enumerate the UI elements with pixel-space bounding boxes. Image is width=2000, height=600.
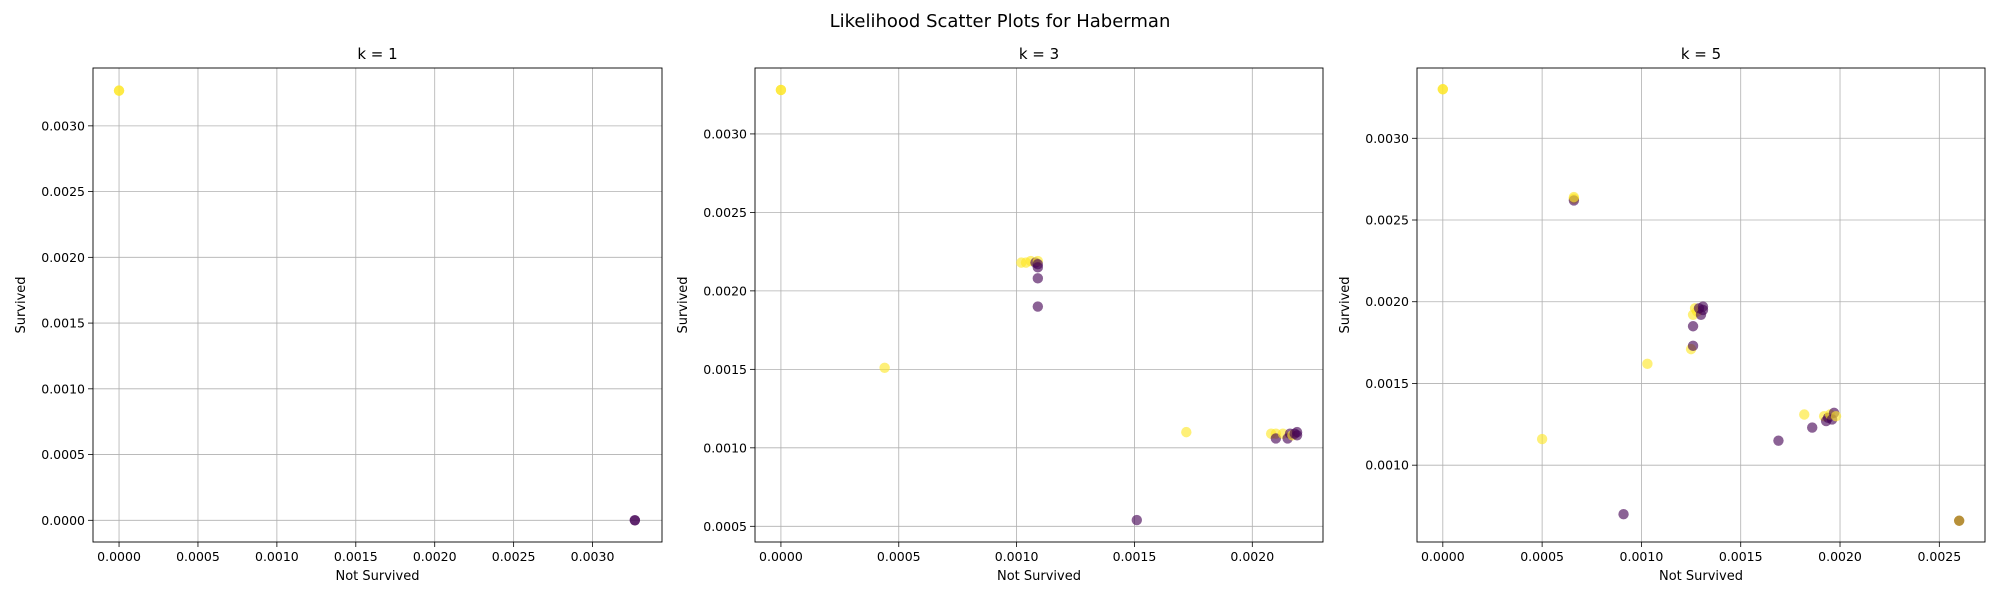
scatter-point [1291, 426, 1303, 438]
scatter-point [1642, 358, 1653, 370]
subplot-k3: k = 3 Not Survived Survived 0.0000 0.0005… [676, 45, 1324, 584]
scatter-point [1830, 410, 1842, 422]
y-tick-label: 0.0015 [41, 316, 85, 331]
x-tick-label: 0.0015 [1113, 549, 1157, 564]
x-tick-label: 0.0000 [759, 549, 803, 564]
y-tick-label: 0.0030 [1365, 131, 1409, 146]
scatter-point [775, 84, 787, 96]
x-tick-label: 0.0025 [492, 549, 536, 564]
subplot-title: k = 1 [357, 45, 397, 63]
x-tick-label: 0.0015 [1719, 549, 1763, 564]
grid [93, 68, 662, 542]
y-tick-label: 0.0010 [703, 440, 747, 455]
x-tick-label: 0.0010 [995, 549, 1039, 564]
scatter-point [1032, 301, 1044, 312]
scatter-point [1773, 435, 1784, 446]
y-axis-label: Survived [14, 276, 29, 333]
y-tick-label: 0.0030 [41, 118, 85, 133]
scatter-point [1536, 433, 1548, 445]
y-axis-label: Survived [1338, 276, 1353, 333]
y-tick-label: 0.0025 [1365, 213, 1409, 228]
x-tick-label: 0.0015 [334, 549, 378, 564]
y-tick-label: 0.0020 [703, 283, 747, 298]
y-axis-label: Survived [676, 276, 691, 333]
scatter-point [1807, 422, 1818, 433]
x-tick-label: 0.0010 [1620, 549, 1664, 564]
y-tick-label: 0.0005 [703, 519, 747, 534]
x-tick-label: 0.0020 [413, 549, 457, 564]
grid [1417, 68, 1985, 542]
x-tick-label: 0.0005 [877, 549, 921, 564]
y-tick-label: 0.0030 [703, 126, 747, 141]
x-tick-label: 0.0005 [176, 549, 220, 564]
scatter-point [1181, 426, 1192, 438]
x-axis-label: Not Survived [1659, 569, 1743, 584]
scatter-point [1032, 262, 1044, 273]
y-tick-label: 0.0015 [1365, 376, 1409, 391]
subplot-title: k = 3 [1019, 45, 1059, 63]
y-tick-label: 0.0015 [703, 362, 747, 377]
scatter-point [1697, 301, 1709, 312]
scatter-point [1131, 514, 1143, 526]
y-tick-label: 0.0025 [41, 184, 85, 199]
scatter-point [1618, 509, 1629, 520]
y-tick-label: 0.0025 [703, 205, 747, 220]
scatter-point [1687, 340, 1699, 352]
axes-frame [1416, 67, 1986, 543]
scatter-point [1953, 515, 1965, 526]
y-tick-label: 0.0000 [41, 513, 85, 528]
x-axis-label: Not Survived [997, 569, 1081, 584]
figure-suptitle: Likelihood Scatter Plots for Haberman [830, 11, 1171, 32]
scatter-point [1687, 321, 1699, 332]
x-tick-label: 0.0005 [1520, 549, 1564, 564]
axes-frame [92, 67, 663, 543]
y-tick-label: 0.0020 [41, 250, 85, 265]
x-tick-label: 0.0000 [1421, 549, 1465, 564]
x-tick-label: 0.0000 [97, 549, 141, 564]
axes-frame [754, 67, 1324, 543]
subplot-k5: k = 5 Not Survived Survived 0.0000 0.0005… [1338, 45, 1986, 584]
x-axis-label: Not Survived [336, 569, 420, 584]
x-tick-label: 0.0020 [1230, 549, 1274, 564]
x-tick-label: 0.0010 [255, 549, 299, 564]
y-tick-label: 0.0010 [1365, 458, 1409, 473]
y-tick-label: 0.0005 [41, 447, 85, 462]
x-tick-label: 0.0025 [1917, 549, 1961, 564]
scatter-point [879, 362, 890, 373]
grid [755, 68, 1323, 542]
x-tick-label: 0.0030 [571, 549, 615, 564]
subplot-k1: k = 1 Not Survived Survived 0.0000 0.0005… [14, 45, 663, 584]
x-tick-label: 0.0020 [1818, 549, 1862, 564]
scatter-point [113, 85, 125, 96]
y-tick-label: 0.0010 [41, 381, 85, 396]
scatter-point [1437, 84, 1449, 95]
subplot-title: k = 5 [1681, 45, 1721, 63]
scatter-point [1568, 191, 1580, 203]
scatter-point [1032, 273, 1044, 284]
y-tick-label: 0.0020 [1365, 294, 1409, 309]
scatter-point [1799, 409, 1810, 420]
scatter-point [629, 515, 641, 526]
